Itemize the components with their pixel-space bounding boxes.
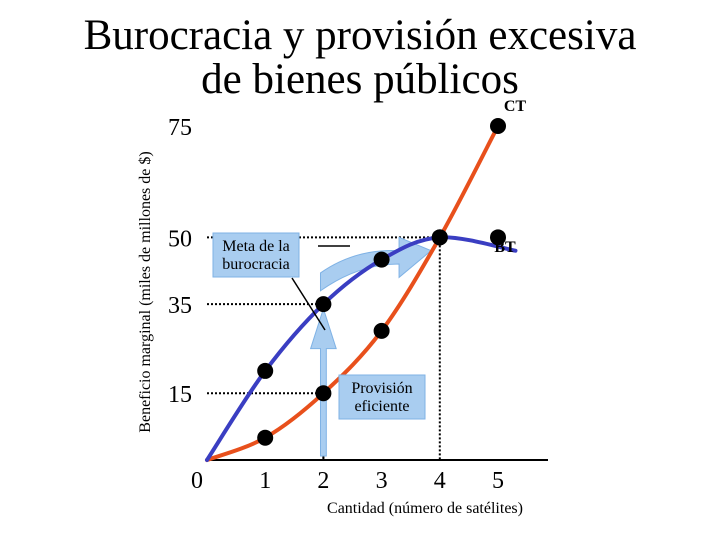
data-point-CT-3 <box>373 322 390 339</box>
y-tick-label-35: 35 <box>168 293 192 319</box>
data-point-BT-3 <box>373 251 390 268</box>
annotation-goal-line-0: Meta de la <box>222 238 290 255</box>
data-point-BT-1 <box>257 362 274 379</box>
x-tick-label-1: 1 <box>259 468 271 494</box>
annotation-efficient-box <box>338 374 426 420</box>
x-tick-label-0: 0 <box>191 468 203 494</box>
x-axis-label: Cantidad (número de satélites) <box>327 500 523 517</box>
annotation-efficient-line-0: Provisión <box>351 380 412 397</box>
title-line-2: de bienes públicos <box>201 56 519 103</box>
annotation-efficient-line-1: eficiente <box>354 398 409 415</box>
chart-title: Burocracia y provisión excesiva de biene… <box>0 14 720 102</box>
goal-pointer-line <box>291 277 326 331</box>
annotation-goal-line-1: burocracia <box>222 256 290 273</box>
series-label-BT: BT <box>494 239 516 256</box>
y-axis-label: Beneficio marginal (miles de millones de… <box>137 151 154 432</box>
data-point-BT-2 <box>315 296 332 313</box>
data-point-CT-5 <box>490 118 506 134</box>
y-tick-label-15: 15 <box>168 382 192 408</box>
arrow-up-efficient <box>309 306 337 457</box>
data-point-CT-2 <box>315 385 332 402</box>
x-tick-label-2: 2 <box>317 468 329 494</box>
x-tick-label-5: 5 <box>492 468 504 494</box>
x-tick-label-4: 4 <box>434 468 446 494</box>
x-tick-label-3: 3 <box>376 468 388 494</box>
y-tick-label-50: 50 <box>168 226 192 252</box>
title-line-1: Burocracia y provisión excesiva <box>83 12 637 59</box>
series-label-CT: CT <box>504 98 527 115</box>
data-point-BT-5 <box>490 229 506 246</box>
y-tick-label-75: 75 <box>168 115 192 141</box>
annotation-goal-box <box>212 232 300 278</box>
data-point-BT-4 <box>431 229 448 246</box>
data-point-CT-1 <box>257 429 274 446</box>
